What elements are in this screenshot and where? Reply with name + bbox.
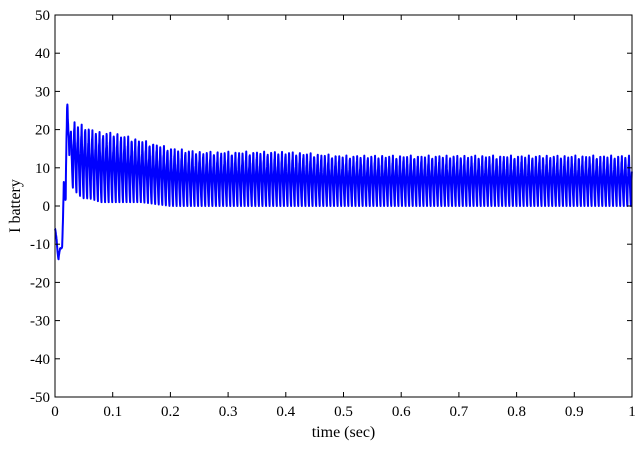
y-tick-label: -30 bbox=[30, 314, 50, 330]
y-tick-label: 10 bbox=[35, 161, 50, 177]
series-line bbox=[54, 103, 633, 261]
x-tick-label: 1 bbox=[628, 404, 636, 420]
y-tick-label: 0 bbox=[43, 199, 51, 215]
y-tick-label: 20 bbox=[35, 123, 50, 139]
x-tick-label: 0 bbox=[51, 404, 59, 420]
x-tick-label: 0.3 bbox=[219, 404, 238, 420]
x-axis-ticks bbox=[54, 15, 633, 397]
series-layer bbox=[54, 103, 633, 261]
x-tick-label: 0.8 bbox=[507, 404, 526, 420]
y-axis-tick-labels: -50 -40 -30 -20 -10 0 10 20 30 40 50 bbox=[30, 8, 50, 406]
y-tick-label: -20 bbox=[30, 275, 50, 291]
x-tick-label: 0.1 bbox=[103, 404, 122, 420]
x-axis-tick-labels: 0 0.1 0.2 0.3 0.4 0.5 0.6 0.7 0.8 0.9 1 bbox=[51, 404, 636, 420]
x-tick-label: 0.2 bbox=[161, 404, 180, 420]
y-tick-label: 40 bbox=[35, 46, 50, 62]
y-tick-label: 50 bbox=[35, 8, 50, 24]
y-tick-label: 30 bbox=[35, 84, 50, 100]
x-tick-label: 0.9 bbox=[565, 404, 584, 420]
x-tick-label: 0.7 bbox=[450, 404, 469, 420]
y-tick-label: -10 bbox=[30, 237, 50, 253]
x-tick-label: 0.4 bbox=[276, 404, 295, 420]
x-tick-label: 0.5 bbox=[334, 404, 353, 420]
y-tick-label: -50 bbox=[30, 390, 50, 406]
y-axis-ticks bbox=[55, 14, 632, 398]
y-axis-title: I battery bbox=[7, 179, 24, 233]
y-tick-label: -40 bbox=[30, 352, 50, 368]
x-tick-label: 0.6 bbox=[392, 404, 411, 420]
x-axis-title: time (sec) bbox=[312, 424, 376, 441]
